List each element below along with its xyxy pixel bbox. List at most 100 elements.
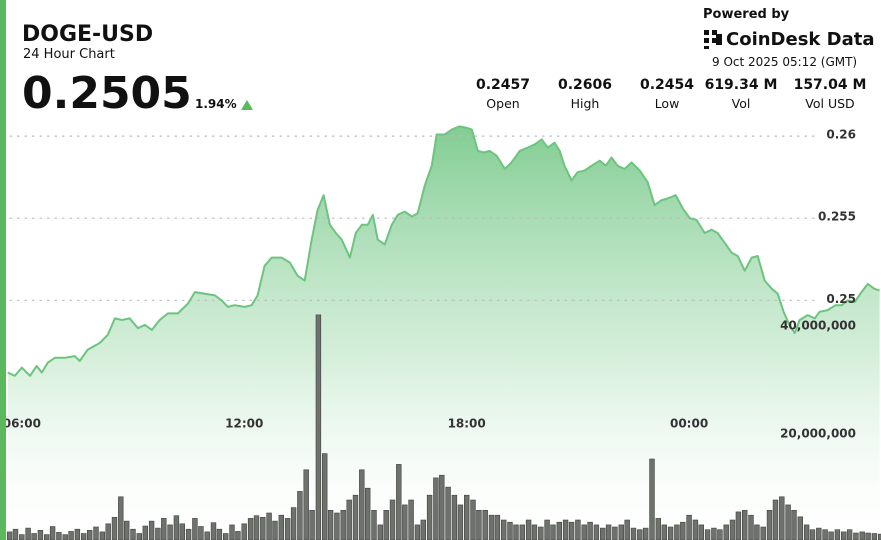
- volume-bar: [476, 509, 482, 540]
- volume-bar: [56, 532, 62, 540]
- volume-bar: [93, 526, 99, 540]
- y-tick-label: 0.25: [826, 292, 856, 306]
- volume-bar: [482, 509, 488, 540]
- volume-bar: [871, 533, 878, 540]
- powered-by: Powered by: [703, 7, 790, 22]
- volume-bar: [241, 523, 247, 540]
- volume-bar: [661, 524, 668, 540]
- volume-bar: [74, 528, 81, 540]
- accent-bar: [0, 0, 6, 540]
- volume-bar: [797, 516, 804, 540]
- volume-bar: [686, 514, 692, 540]
- volume-bar: [741, 509, 748, 540]
- volume-bar: [364, 487, 371, 540]
- volume-bar: [118, 496, 124, 540]
- volume-bar: [303, 469, 309, 540]
- volume-bar: [674, 524, 680, 540]
- volume-bar: [470, 499, 476, 540]
- volume-bar: [99, 531, 106, 540]
- volume-bar: [19, 534, 25, 540]
- volume-bar: [433, 477, 439, 540]
- x-tick-label: 00:00: [670, 417, 708, 431]
- volume-bar: [525, 519, 532, 540]
- volume-bar: [451, 494, 458, 540]
- volume-bar: [315, 314, 322, 540]
- volume-bar: [494, 514, 501, 540]
- stat-label: Open: [486, 96, 519, 111]
- volume-bar: [87, 529, 93, 540]
- volume-bar: [593, 524, 600, 540]
- stat-label: Vol: [732, 96, 751, 111]
- plot: 0.25 0.255 0.26 20,000,000 40,000,000 06:00 12…: [3, 125, 881, 540]
- volume-bar: [130, 528, 136, 540]
- volume-bar: [278, 514, 284, 540]
- volume-bar: [216, 528, 223, 540]
- stats: 0.2457 Open 0.2606 High 0.2454 Low 619.34 M Vol…: [476, 77, 866, 111]
- volume-bar: [327, 509, 334, 540]
- stat-label: Low: [655, 96, 680, 111]
- volume-bar: [25, 527, 31, 540]
- volume-bar: [352, 494, 359, 540]
- volume-bar: [426, 494, 433, 540]
- volume-bar: [772, 499, 779, 540]
- price-area: [7, 126, 880, 540]
- volume-bar: [371, 509, 377, 540]
- volume-bar: [223, 533, 229, 540]
- volume-bar: [599, 527, 606, 540]
- stat-value: 0.2606: [558, 77, 612, 93]
- volume-bar: [68, 531, 74, 540]
- volume-bar: [340, 509, 346, 540]
- volume-bar: [785, 504, 791, 540]
- volume-bar: [463, 494, 470, 540]
- x-tick-label: 12:00: [225, 417, 263, 431]
- volume-bar: [840, 531, 847, 540]
- brand-logo: [704, 30, 722, 49]
- volume-bar: [309, 509, 315, 540]
- stat-value: 619.34 M: [705, 77, 778, 93]
- volume-bar: [6, 531, 13, 540]
- volume-bar: [748, 514, 754, 540]
- volume-bar: [803, 524, 810, 540]
- volume-bar: [148, 520, 155, 540]
- volume-bar: [43, 534, 50, 540]
- volume-bar: [853, 532, 859, 540]
- volume-bar: [816, 527, 822, 540]
- volume-bar: [272, 520, 278, 540]
- volume-bar: [402, 504, 408, 540]
- volume-bar: [704, 529, 711, 540]
- volume-bar: [161, 518, 167, 540]
- volume-bar: [81, 533, 87, 540]
- volume-bar: [192, 518, 198, 540]
- x-tick-label: 18:00: [448, 417, 486, 431]
- volume-bar: [377, 524, 383, 540]
- volume-bar: [284, 518, 291, 540]
- volume-bar: [488, 514, 495, 540]
- change: 1.94%: [195, 97, 237, 111]
- volume-bar: [711, 527, 717, 540]
- volume-bar: [642, 527, 649, 540]
- volume-bar: [859, 531, 865, 540]
- volume-bar: [729, 519, 736, 540]
- price-line: [7, 125, 880, 377]
- volume-bar: [31, 533, 37, 540]
- volume-bar: [346, 499, 352, 540]
- volume-bar: [624, 519, 630, 540]
- volume-bar: [519, 524, 526, 540]
- timestamp: 9 Oct 2025 05:12 (GMT): [712, 55, 857, 69]
- chart-title: DOGE-USD: [22, 22, 153, 47]
- volume-bar: [550, 524, 556, 540]
- volume-bar: [439, 474, 445, 540]
- up-arrow: [241, 100, 253, 110]
- volume-bar: [49, 526, 56, 540]
- volume-bar: [556, 521, 563, 540]
- volume-bar: [822, 529, 828, 540]
- volume-bar: [754, 524, 760, 540]
- volume-bar: [735, 511, 742, 540]
- volume-bar: [290, 507, 297, 540]
- volume-bar: [389, 499, 396, 540]
- volume-bar: [531, 524, 538, 540]
- volume-bar: [637, 529, 643, 540]
- volume-bar: [111, 516, 118, 540]
- volume-bar: [568, 521, 575, 540]
- volume-bar: [155, 527, 161, 540]
